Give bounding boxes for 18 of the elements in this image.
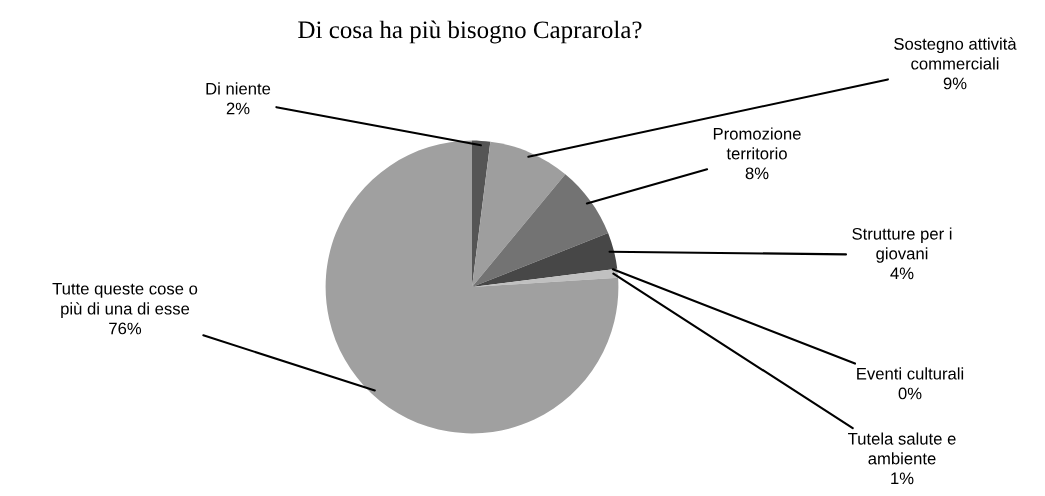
pie-slice	[472, 233, 618, 287]
data-label: 1%	[891, 472, 914, 485]
category-label: Eventi culturali	[857, 367, 964, 380]
pie-slice	[325, 140, 619, 434]
data-label: 4%	[890, 267, 914, 280]
slice-label: Strutture per i giovani	[852, 227, 952, 263]
slice-label: Promozione territorio	[713, 127, 801, 160]
pie-slice	[472, 174, 609, 287]
text: 0%	[898, 387, 922, 400]
data-label: 9%	[943, 77, 967, 90]
chart-title: Di cosa ha più bisogno Caprarola?	[298, 20, 642, 44]
data-label: 8%	[745, 167, 769, 180]
slice-label: Di niente	[206, 82, 271, 95]
slice-label: Tutela salute e ambiente	[848, 432, 956, 465]
slice-label: Sostegno attività commerciali	[894, 37, 1017, 70]
data-label: 2%	[226, 102, 250, 115]
slice-label: Tutte queste cose o più di una di esse	[52, 282, 198, 318]
data-label: 76%	[109, 322, 142, 335]
